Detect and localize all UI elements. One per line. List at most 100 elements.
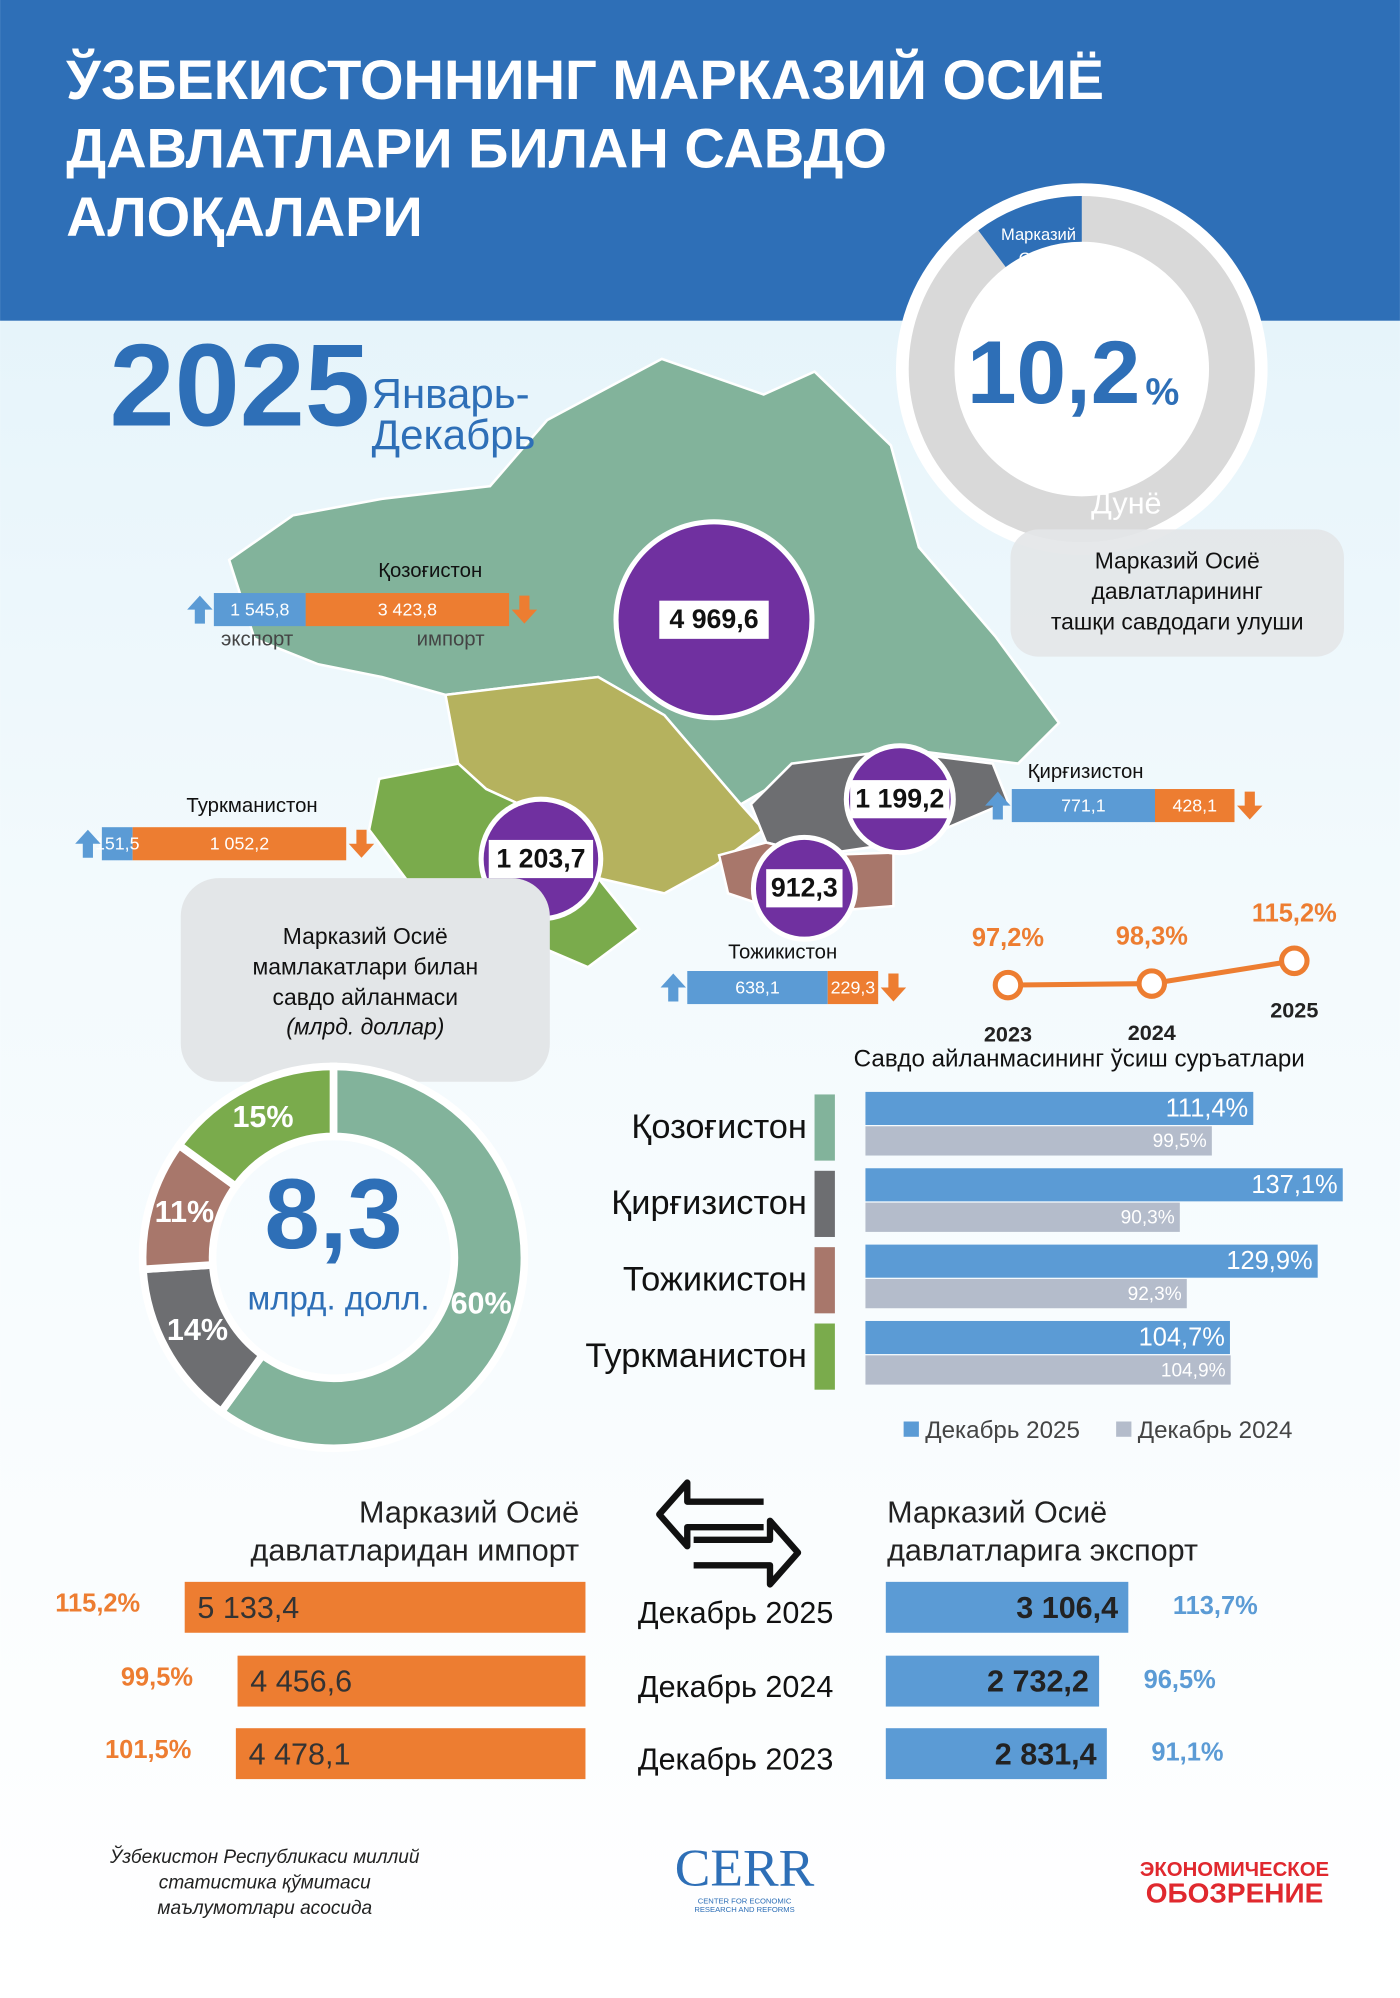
export-label: 1 545,8	[230, 600, 289, 620]
export-value: 2 831,4	[995, 1737, 1097, 1771]
caption-box	[180, 878, 550, 1082]
export-bar	[885, 1655, 1100, 1707]
chart-title: Савдо айланмасининг ўсиш суръатлари	[854, 1045, 1305, 1072]
export-bar	[1011, 789, 1155, 823]
import-value: 4 456,6	[250, 1665, 352, 1699]
export-growth: 91,1%	[1151, 1738, 1223, 1766]
export-label: 151,5	[95, 834, 140, 854]
caption-line: Марказий Осиё	[283, 923, 448, 949]
share-value: 10,2	[967, 322, 1140, 422]
import-growth: 99,5%	[121, 1663, 193, 1691]
bar	[865, 1244, 1318, 1278]
import-bar	[237, 1655, 586, 1707]
bar-label: 92,3%	[1128, 1284, 1182, 1305]
growth-label: 97,2%	[972, 924, 1044, 952]
export-bar	[101, 827, 133, 861]
arrow-left	[656, 1479, 764, 1550]
donut-segment	[215, 1062, 529, 1452]
unit-note: (млрд. доллар)	[286, 1013, 444, 1039]
caption-line: савдо айланмаси	[273, 984, 458, 1010]
import-title: Марказий Осиё	[359, 1495, 579, 1529]
import-bar	[184, 1581, 586, 1633]
growth-label: 115,2%	[1252, 900, 1337, 928]
period-label: Декабрь 2024	[638, 1670, 833, 1704]
year-label: 2025	[1270, 997, 1318, 1022]
export-arrow	[75, 829, 101, 858]
share-unit: %	[1145, 371, 1179, 414]
category-label: Туркманистон	[585, 1337, 807, 1375]
import-growth: 115,2%	[55, 1589, 140, 1617]
bar	[865, 1168, 1343, 1202]
category-label: Қирғизистон	[611, 1184, 807, 1222]
total-label-box	[659, 600, 769, 639]
import-value: 4 478,1	[249, 1737, 351, 1771]
segment-label: Осиё	[1019, 249, 1059, 268]
country-name: Қирғизистон	[1028, 761, 1144, 783]
export-title: давлатларига экспорт	[887, 1534, 1198, 1568]
export-arrow	[187, 595, 213, 624]
legend-label: Декабрь 2025	[925, 1417, 1080, 1444]
total-label: 1 203,7	[496, 843, 585, 873]
donut-segment	[978, 195, 1082, 268]
import-title: давлатларидан импорт	[251, 1534, 580, 1568]
bar-label: 104,9%	[1161, 1360, 1226, 1381]
bar	[865, 1126, 1212, 1156]
logo-sub: CENTER FOR ECONOMIC	[698, 1896, 792, 1905]
caption-line: мамлакатлари билан	[252, 954, 478, 980]
bar-label: 104,7%	[1139, 1324, 1225, 1352]
import-bar	[305, 593, 510, 627]
growth-label: 98,3%	[1116, 923, 1188, 951]
total-label: 912,3	[771, 873, 838, 903]
import-growth: 101,5%	[105, 1736, 191, 1764]
category-tab	[814, 1170, 835, 1237]
total-label-box	[766, 869, 843, 908]
import-label: 1 052,2	[210, 834, 269, 854]
segment-label: 15%	[232, 1100, 293, 1134]
total-label: 4 969,6	[669, 604, 758, 634]
import-caption: импорт	[417, 628, 485, 650]
import-label: 3 423,8	[378, 600, 437, 620]
country-name: Тожикистон	[728, 942, 837, 964]
category-tab	[814, 1323, 835, 1390]
period-label: Декабрь 2025	[638, 1596, 833, 1630]
period-months: Январь-	[372, 370, 530, 417]
import-bar	[235, 1728, 586, 1780]
country-name: Қозоғистон	[378, 560, 482, 582]
publisher: ЭКОНОМИЧЕСКОЕ	[1140, 1859, 1329, 1881]
source-line: статистика қўмитаси	[159, 1873, 371, 1894]
legend-swatch	[903, 1421, 919, 1437]
caption-line: ташқи савдодаги улуши	[1051, 609, 1304, 635]
bar	[865, 1091, 1254, 1125]
bar-label: 129,9%	[1226, 1247, 1312, 1275]
bar-label: 137,1%	[1251, 1171, 1337, 1199]
legend-swatch	[1116, 1421, 1132, 1437]
bar	[865, 1355, 1231, 1385]
export-label: 638,1	[735, 978, 780, 998]
import-label: 428,1	[1172, 796, 1217, 816]
export-bar	[885, 1728, 1107, 1780]
segment-label: Марказий	[1001, 225, 1076, 244]
title-line: ДАВЛАТЛАРИ БИЛАН САВДО	[66, 117, 887, 180]
legend-label: Декабрь 2024	[1138, 1417, 1293, 1444]
import-bar	[132, 827, 347, 861]
title-line: ЎЗБЕКИСТОННИНГ МАРКАЗИЙ ОСИЁ	[65, 48, 1104, 111]
total-label-box	[850, 780, 950, 819]
bar	[865, 1278, 1187, 1309]
year-label: 2023	[984, 1022, 1032, 1047]
segment-label: 11%	[155, 1195, 214, 1229]
period-label: Декабрь 2023	[638, 1742, 833, 1776]
segment-label: 60%	[451, 1286, 512, 1320]
export-value: 2 732,2	[987, 1665, 1089, 1699]
export-bar	[885, 1581, 1129, 1633]
bar-label: 111,4%	[1166, 1094, 1249, 1122]
source-line: маълумотлари асосида	[157, 1898, 372, 1919]
category-label: Қозоғистон	[631, 1108, 807, 1146]
total-unit: млрд. долл.	[248, 1280, 430, 1317]
caption-box	[1010, 529, 1344, 657]
import-value: 5 133,4	[197, 1591, 299, 1625]
publisher: ОБОЗРЕНИЕ	[1146, 1877, 1324, 1908]
export-bar	[213, 593, 306, 627]
exchange-icon	[656, 1479, 802, 1588]
category-tab	[814, 1247, 835, 1314]
